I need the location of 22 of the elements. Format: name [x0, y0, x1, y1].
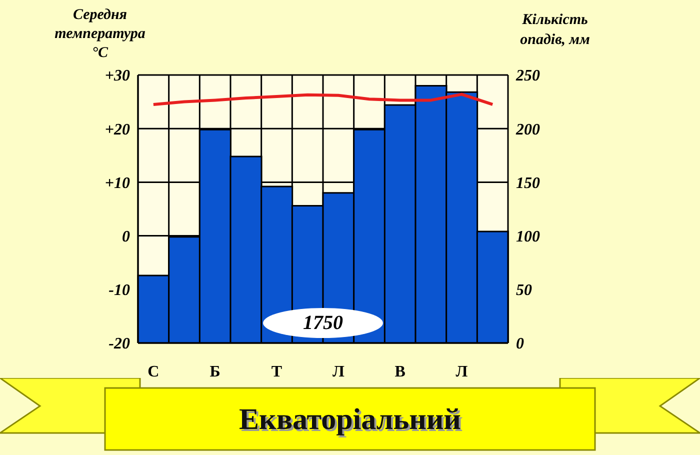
x-tick-label: В [394, 363, 406, 380]
x-tick-label: Б [210, 363, 220, 380]
y2-tick-label: 100 [516, 228, 540, 246]
x-tick-label: Т [271, 363, 282, 380]
x-tick-label: Л [332, 363, 344, 380]
x-tick-label: С [148, 363, 160, 380]
text: Екваторіальний [238, 402, 462, 438]
y2-axis-title: Кількість опадів, мм [519, 11, 591, 50]
y-tick-label: -20 [108, 336, 130, 353]
y2-tick-label: 250 [515, 68, 540, 85]
y2-tick-label: 50 [516, 282, 532, 300]
y-tick-label: +20 [104, 121, 130, 138]
y-axis-title: Середня температура °C [54, 6, 146, 63]
y2-tick-label: 200 [515, 121, 540, 138]
x-tick-label: Л [456, 363, 468, 380]
y2-tick-label: 150 [516, 174, 540, 192]
y-tick-label: -10 [108, 282, 130, 300]
y-tick-label: +10 [104, 174, 130, 192]
y2-tick-label: 0 [516, 336, 524, 353]
line-series [152, 92, 494, 106]
y-tick-label: 0 [122, 228, 130, 246]
y-tick-label: +30 [104, 68, 130, 85]
